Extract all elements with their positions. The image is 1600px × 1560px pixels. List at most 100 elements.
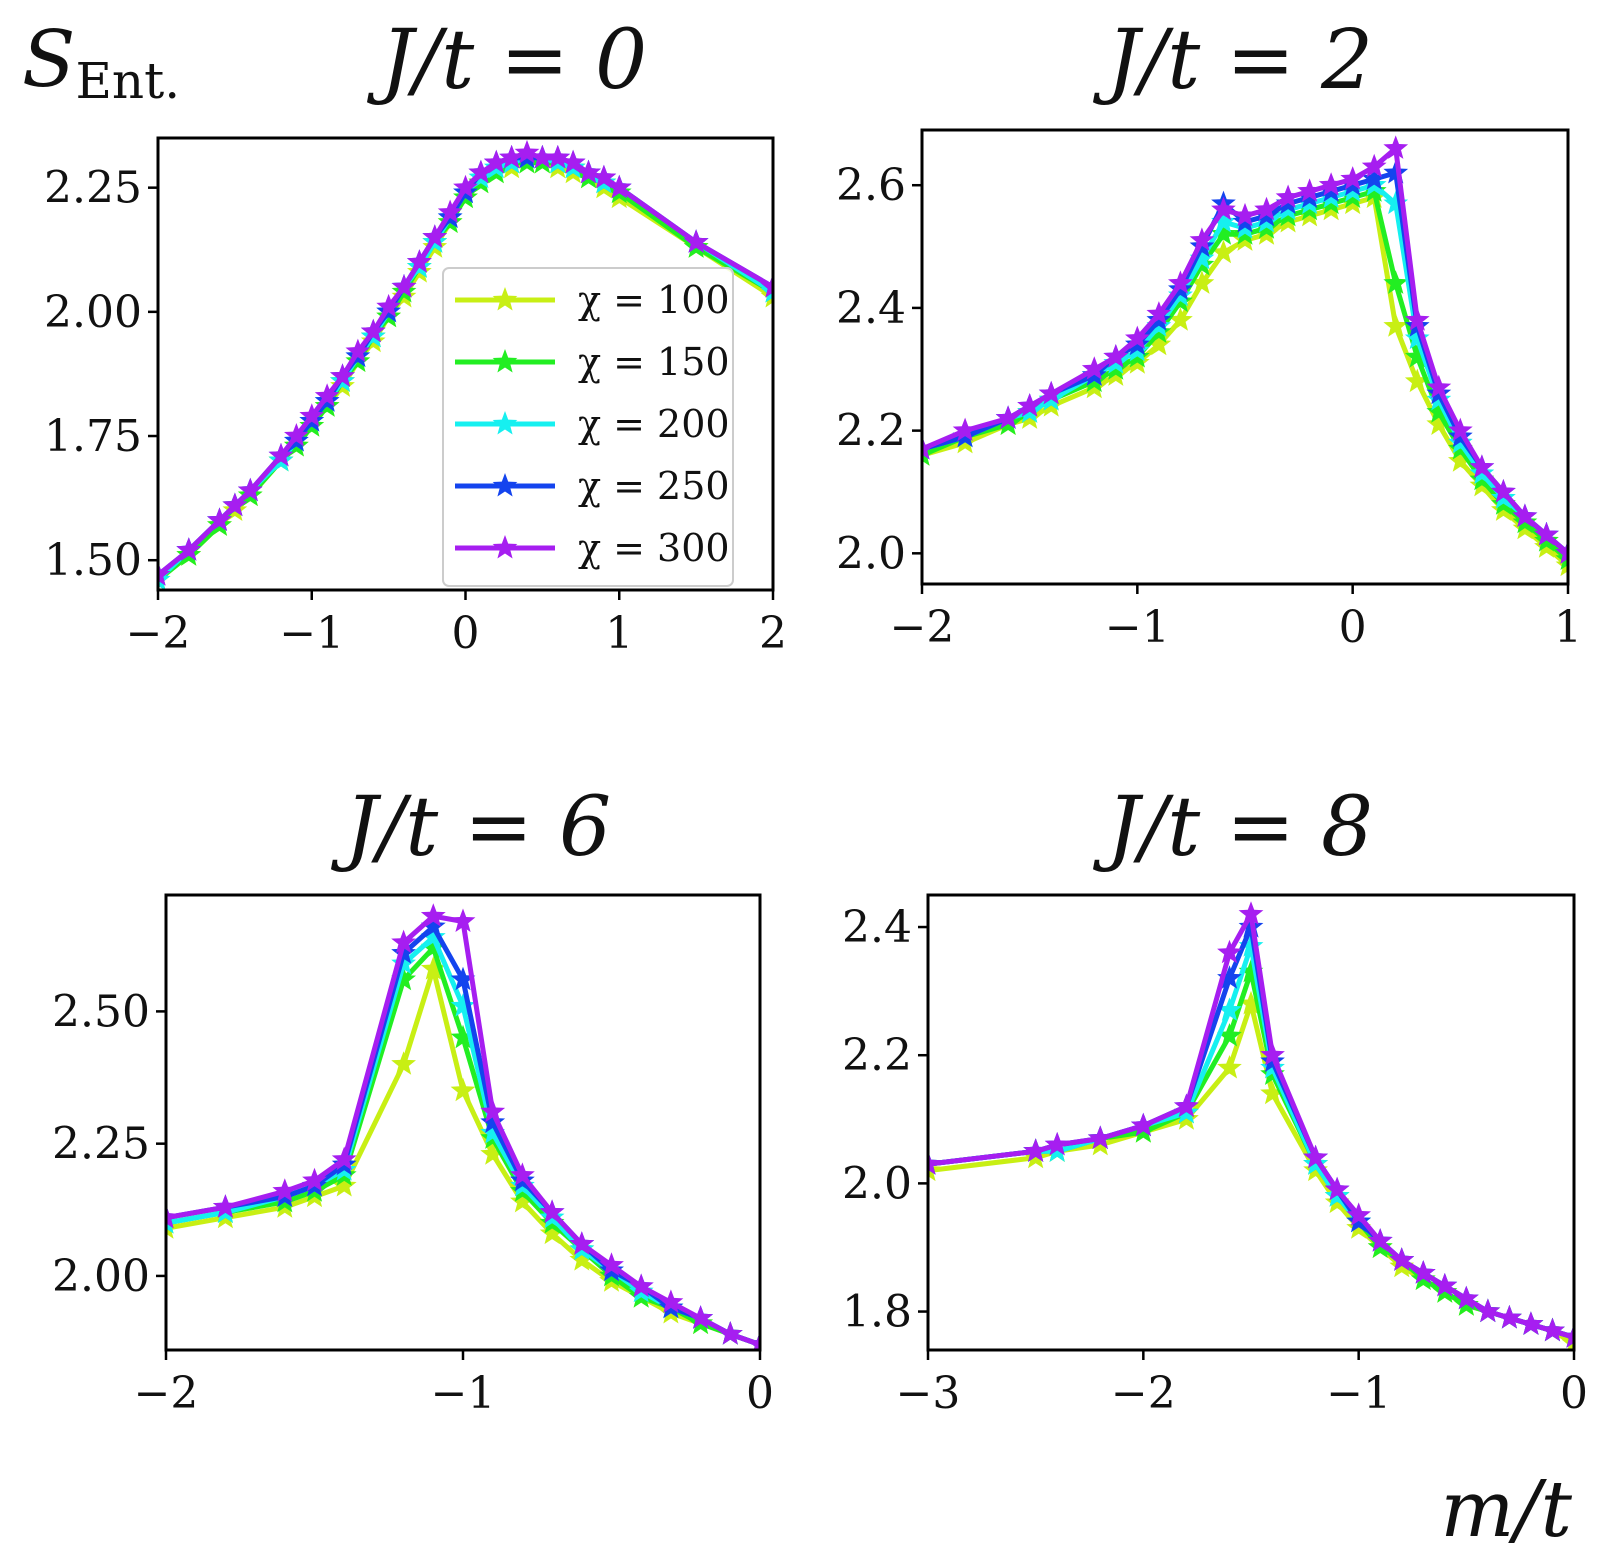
- data-point-marker: [420, 903, 446, 927]
- plot-area: [158, 139, 773, 590]
- data-point-marker: [952, 417, 978, 442]
- subplot-3: J/t = 8 −3 −2 −1 0 1.8 2.0 2.2 2.4: [842, 780, 1588, 1419]
- data-point-marker: [176, 537, 202, 561]
- data-point-marker: [450, 1077, 476, 1102]
- data-point-marker: [569, 1247, 595, 1271]
- data-point-marker: [1189, 270, 1215, 294]
- data-point-marker: [480, 1098, 506, 1123]
- data-point-marker: [1238, 933, 1264, 957]
- data-point-marker: [1404, 325, 1430, 350]
- data-point-marker: [1404, 344, 1430, 368]
- data-point-marker: [1217, 1055, 1242, 1079]
- data-point-marker: [1168, 270, 1193, 294]
- legend-entry: χ = 300: [455, 526, 730, 570]
- subplot-2: J/t = 6 −2 −1 0 2.00 2.25 2.50: [52, 780, 774, 1419]
- y-tick-label: 1.8: [842, 1287, 912, 1338]
- data-point-marker: [1426, 374, 1452, 399]
- series-4: [928, 901, 1574, 1348]
- data-point-marker: [1238, 990, 1264, 1015]
- data-point-marker: [330, 363, 355, 387]
- data-point-marker: [1297, 178, 1322, 202]
- data-point-marker: [391, 950, 416, 975]
- data-point-marker: [922, 436, 935, 460]
- data-point-marker: [1383, 190, 1409, 215]
- data-point-marker: [1131, 1112, 1156, 1137]
- data-point-marker: [1174, 1093, 1199, 1117]
- data-point-marker: [539, 1199, 565, 1223]
- data-point-marker: [1260, 1042, 1285, 1066]
- data-point-marker: [1254, 196, 1279, 221]
- series-line: [922, 188, 1568, 562]
- series-1: [922, 178, 1568, 570]
- series-line: [922, 145, 1568, 556]
- data-point-marker: [376, 293, 401, 318]
- y-tick-label: 2.0: [836, 528, 906, 579]
- data-point-marker: [391, 1051, 416, 1075]
- data-point-marker: [1146, 331, 1172, 356]
- series-3: [166, 913, 760, 1350]
- data-point-marker: [514, 139, 540, 164]
- data-point-marker: [599, 1252, 624, 1276]
- legend-marker: [492, 535, 518, 559]
- data-point-marker: [1023, 1138, 1048, 1162]
- data-point-marker: [1518, 1311, 1544, 1335]
- data-point-marker: [1087, 1125, 1113, 1149]
- data-point-marker: [1324, 1176, 1350, 1201]
- y-tick-label: 2.00: [44, 287, 142, 338]
- data-point-marker: [1189, 245, 1215, 270]
- legend-box: [442, 267, 734, 587]
- axes-frame: [926, 893, 1576, 1352]
- data-point-marker: [272, 1178, 298, 1202]
- data-point-marker: [1275, 184, 1301, 208]
- data-point-marker: [1367, 1228, 1393, 1252]
- series-line: [166, 924, 760, 1348]
- data-point-marker: [360, 318, 386, 343]
- data-point-marker: [1217, 965, 1242, 989]
- data-point-marker: [331, 1146, 357, 1171]
- data-point-marker: [1318, 172, 1344, 196]
- legend: χ = 100 χ = 150 χ = 200 χ = 250 χ = 300: [442, 267, 734, 587]
- x-tick-label: 1: [605, 608, 633, 659]
- data-point-marker: [1404, 307, 1430, 331]
- data-point-marker: [420, 913, 446, 938]
- legend-label: χ = 300: [578, 526, 730, 570]
- data-point-marker: [1475, 1298, 1501, 1323]
- data-point-marker: [1540, 1317, 1565, 1342]
- x-tick-label: −2: [1111, 1368, 1176, 1419]
- data-point-marker: [420, 934, 446, 959]
- data-point-marker: [480, 1141, 506, 1165]
- y-tick-label: 1.50: [44, 535, 142, 586]
- x-tick-label: 2: [759, 608, 787, 659]
- data-point-marker: [928, 1151, 941, 1175]
- data-point-marker: [450, 993, 476, 1017]
- series-4: [158, 139, 773, 586]
- data-point-marker: [420, 924, 446, 948]
- data-point-marker: [1211, 196, 1236, 221]
- data-point-marker: [391, 274, 417, 298]
- data-point-marker: [1146, 301, 1172, 325]
- data-point-marker: [1469, 454, 1495, 478]
- x-tick-label: −1: [431, 1368, 496, 1419]
- data-point-marker: [420, 956, 446, 980]
- data-point-marker: [545, 144, 571, 169]
- data-point-marker: [1125, 325, 1150, 350]
- data-point-marker: [1555, 546, 1568, 570]
- data-point-marker: [1432, 1272, 1458, 1297]
- data-point-marker: [268, 442, 294, 467]
- y-tick-label: 2.50: [52, 986, 150, 1037]
- data-point-marker: [683, 229, 709, 253]
- y-tick-label: 2.2: [836, 406, 906, 457]
- legend-label: χ = 150: [578, 340, 730, 384]
- data-point-marker: [1361, 166, 1387, 190]
- y-tick-label: 2.25: [52, 1119, 150, 1170]
- y-tick-label: 1.75: [44, 411, 142, 462]
- data-point-marker: [1168, 307, 1193, 331]
- data-point-marker: [450, 908, 476, 932]
- data-point-marker: [1448, 448, 1473, 472]
- data-point-marker: [928, 1157, 941, 1182]
- data-point-marker: [1260, 1080, 1285, 1105]
- legend-entry: χ = 200: [455, 402, 730, 446]
- y-axis-label-main: S: [22, 15, 75, 105]
- axes-frame: [164, 893, 762, 1352]
- legend-marker: [492, 473, 518, 497]
